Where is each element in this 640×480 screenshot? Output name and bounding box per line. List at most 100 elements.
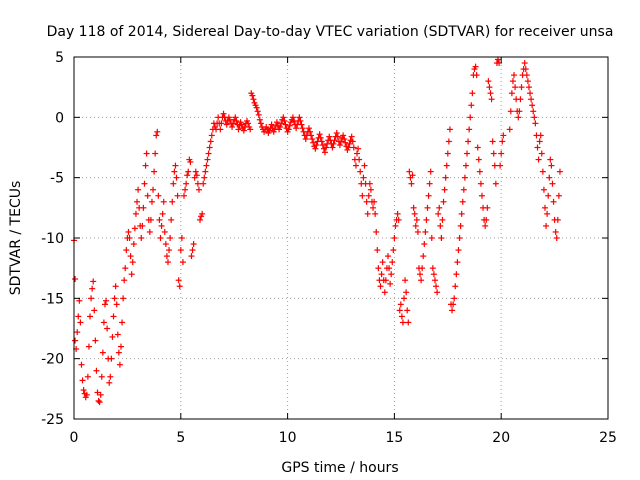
- data-point: [84, 373, 91, 380]
- data-point: [204, 156, 211, 163]
- data-point: [190, 241, 197, 248]
- data-point: [297, 117, 304, 124]
- data-point: [90, 278, 97, 285]
- data-point: [539, 168, 546, 175]
- data-point: [427, 168, 434, 175]
- data-point: [157, 235, 164, 241]
- data-point: [459, 198, 466, 205]
- data-point: [469, 90, 476, 97]
- y-tick-label: 0: [55, 110, 64, 126]
- data-point: [296, 114, 303, 121]
- data-point: [488, 96, 495, 103]
- data-point: [477, 180, 484, 187]
- data-point: [218, 120, 225, 127]
- data-point: [414, 228, 421, 235]
- data-point: [147, 216, 154, 223]
- data-point: [401, 295, 408, 302]
- data-point: [188, 253, 195, 260]
- data-point: [158, 222, 165, 229]
- data-point: [114, 331, 121, 338]
- data-point: [365, 192, 372, 199]
- data-point: [230, 120, 237, 127]
- data-point: [425, 192, 432, 199]
- data-point: [418, 277, 425, 284]
- data-point: [485, 78, 492, 85]
- data-point: [208, 132, 215, 139]
- data-point: [440, 198, 447, 205]
- data-point: [345, 144, 352, 151]
- data-point: [371, 198, 378, 205]
- data-point: [530, 108, 537, 115]
- data-point: [379, 259, 386, 266]
- data-point: [85, 343, 92, 350]
- data-point: [111, 295, 118, 302]
- data-point: [372, 210, 379, 217]
- data-point: [207, 138, 214, 145]
- data-point: [108, 355, 115, 362]
- data-point: [116, 361, 123, 368]
- data-point: [97, 391, 104, 398]
- data-point: [115, 349, 122, 356]
- data-point: [439, 216, 446, 223]
- data-point: [361, 162, 368, 169]
- data-point: [323, 144, 330, 151]
- data-point: [449, 307, 456, 314]
- data-point: [555, 192, 562, 199]
- data-point: [482, 222, 489, 229]
- data-point: [521, 60, 528, 67]
- data-point: [382, 277, 389, 284]
- data-point: [232, 114, 239, 121]
- data-point: [348, 133, 355, 140]
- data-point: [249, 92, 256, 99]
- data-point: [389, 259, 396, 266]
- data-point: [458, 210, 465, 217]
- data-point: [423, 216, 430, 223]
- data-point: [178, 235, 185, 241]
- data-point: [321, 149, 328, 156]
- data-point: [156, 216, 163, 223]
- data-point: [445, 138, 452, 145]
- data-point: [123, 247, 130, 254]
- y-tick-label: -15: [41, 291, 64, 307]
- data-point: [367, 186, 374, 193]
- data-point: [119, 319, 126, 326]
- data-point: [98, 373, 105, 380]
- data-point: [522, 66, 529, 73]
- data-point: [384, 253, 391, 260]
- data-point: [346, 140, 353, 147]
- data-point: [88, 295, 95, 302]
- data-point: [256, 116, 263, 123]
- data-point: [194, 180, 201, 187]
- data-point: [293, 125, 300, 132]
- data-point: [195, 186, 202, 193]
- data-point: [110, 313, 117, 320]
- data-point: [179, 259, 186, 266]
- data-point: [316, 131, 323, 138]
- data-point: [556, 168, 563, 175]
- data-point: [529, 102, 536, 109]
- data-point: [486, 84, 493, 91]
- data-point: [112, 283, 119, 290]
- data-point: [433, 283, 440, 290]
- data-point: [103, 297, 110, 304]
- data-point: [151, 168, 158, 175]
- data-point: [388, 271, 395, 278]
- data-point: [113, 301, 120, 308]
- x-tick-label: 0: [70, 430, 79, 446]
- data-point: [160, 198, 167, 205]
- data-point: [408, 180, 415, 187]
- data-point: [356, 156, 363, 163]
- data-point: [138, 235, 145, 241]
- data-point: [468, 102, 475, 109]
- data-point: [523, 72, 530, 79]
- data-point: [142, 162, 149, 169]
- data-point: [417, 271, 424, 278]
- data-point: [91, 307, 98, 314]
- data-point: [507, 108, 514, 115]
- data-point: [508, 90, 515, 97]
- x-axis-label: GPS time / hours: [281, 460, 398, 476]
- data-point: [152, 150, 159, 157]
- data-point: [140, 204, 147, 211]
- data-point: [438, 235, 445, 241]
- data-point: [95, 397, 102, 404]
